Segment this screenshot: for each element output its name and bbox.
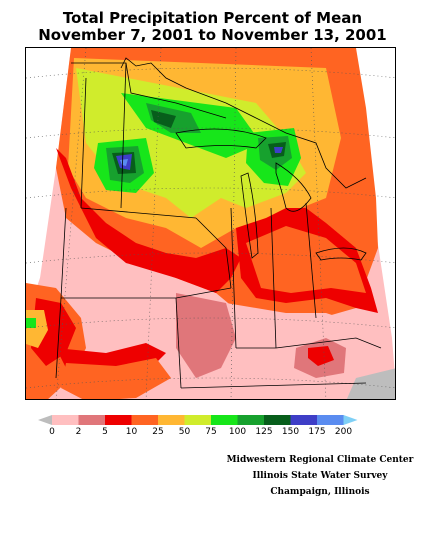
color-scale-legend: 0 2 5 10 25 50 75 100 125 150 175 200 (38, 413, 386, 445)
legend-color-bar (38, 415, 358, 425)
legend-swatch (131, 415, 158, 425)
credit-mrcc: Midwestern Regional Climate Center (226, 455, 414, 465)
legend-tick-label: 125 (255, 427, 273, 437)
zone-se-grey (346, 368, 395, 399)
legend-swatch (105, 415, 132, 425)
legend-tick-label: 50 (178, 427, 191, 437)
zone-verydark-upper (151, 110, 176, 128)
legend-swatch (237, 415, 264, 425)
legend-tick-label: 2 (75, 427, 82, 437)
legend-swatch (290, 415, 317, 425)
legend-tick-label: 100 (228, 427, 247, 437)
legend-swatch (158, 415, 185, 425)
legend-arrow-low (38, 415, 52, 425)
zone-south-orange (61, 358, 171, 399)
legend-tick-label: 200 (334, 427, 353, 437)
zone-blue-mi (274, 147, 283, 153)
lake-outlines (175, 128, 367, 261)
legend-tick-label: 5 (102, 427, 108, 437)
outside-left (26, 48, 71, 358)
legend-tick-label: 0 (49, 427, 55, 437)
legend-tick-label: 10 (125, 427, 138, 437)
zone-orange-east (246, 226, 366, 293)
legend-swatch (184, 415, 211, 425)
zone-sw-green (26, 318, 36, 328)
zone-dusty-central (176, 293, 236, 378)
state-boundaries (55, 62, 382, 389)
outside-right (351, 48, 395, 376)
graticule (26, 48, 395, 399)
legend-arrow-high (343, 415, 358, 425)
credit-isws: Illinois State Water Survey (252, 471, 388, 481)
legend-tick-label: 175 (308, 427, 326, 437)
legend-tick-label: 25 (152, 427, 164, 437)
zone-lightblue-mn (120, 159, 128, 166)
map-title-line-1: Total Precipitation Percent of Mean (62, 9, 363, 27)
precipitation-map (25, 47, 396, 400)
legend-swatch (211, 415, 238, 425)
legend-swatch (264, 415, 291, 425)
legend-swatch (78, 415, 105, 425)
map-title-line-2: November 7, 2001 to November 13, 2001 (38, 26, 387, 44)
legend-tick-label: 150 (281, 427, 300, 437)
north-coastline (120, 57, 367, 189)
zone-red-band (56, 148, 241, 293)
legend-tick-label: 75 (205, 427, 217, 437)
credit-location: Champaign, Illinois (270, 487, 370, 497)
zone-se-red (308, 346, 334, 366)
legend-swatch (317, 415, 344, 425)
map-canvas (26, 48, 395, 399)
legend-swatch (52, 415, 79, 425)
